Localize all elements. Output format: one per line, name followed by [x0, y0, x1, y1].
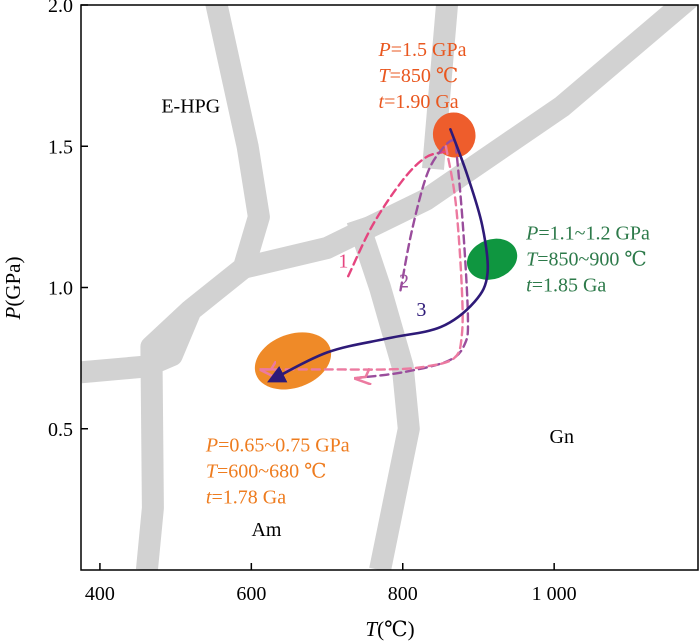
annotation-value: =1.78 Ga	[211, 486, 286, 508]
annotation-value: =0.65~0.75 GPa	[218, 434, 350, 456]
x-tick-label: 400	[85, 583, 115, 605]
field-label: Am	[251, 519, 281, 541]
field-label: E-HPG	[161, 95, 220, 117]
path-labels: 1 23	[338, 251, 426, 321]
annotation-var: P	[378, 39, 391, 61]
boundary-band-3	[135, 302, 199, 570]
path-label-2: 2	[399, 271, 409, 293]
pt-annotation-3: P=0.65~0.75 GPa T=600~680 ℃ t=1.78 Ga	[205, 434, 350, 508]
x-axis-title: T(℃)	[365, 617, 414, 641]
y-tick-label: 1.5	[48, 136, 73, 158]
x-tick-label: 1 000	[532, 583, 577, 605]
pt-path-dashed-lower	[263, 145, 464, 369]
annotation-value: =1.5 GPa	[391, 39, 467, 61]
field-labels: E-HPG Gn Am	[161, 95, 574, 541]
field-label: Gn	[550, 426, 574, 448]
region-retro1	[466, 238, 518, 280]
pt-annotation-1: P=1.5 GPa T=850 ℃ t=1.90 Ga	[378, 39, 467, 113]
y-axis-ticks: 0.5 1.0 1.5 2.0	[48, 0, 88, 441]
path-label-3: 3	[416, 299, 426, 321]
annotation-var: T	[526, 248, 539, 270]
annotation-var: T	[379, 65, 392, 87]
annotation-value: =600~680 ℃	[217, 460, 326, 482]
annotation-var: t	[379, 91, 385, 113]
annotation-value: =1.85 Ga	[532, 274, 607, 296]
pt-paths	[263, 128, 490, 383]
annotation-var: P	[205, 434, 218, 456]
boundary-band-2	[241, 5, 698, 279]
y-tick-label: 0.5	[48, 419, 73, 441]
phase-boundaries	[81, 5, 698, 570]
x-tick-label: 800	[388, 583, 418, 605]
boundary-band-4	[346, 216, 420, 570]
annotation-var: t	[526, 274, 532, 296]
pt-path-3	[267, 128, 490, 383]
annotation-var: P	[525, 222, 538, 244]
annotation-value: =1.90 Ga	[384, 91, 459, 113]
path-label-1: 1	[338, 251, 348, 273]
annotation-value: =1.1~1.2 GPa	[538, 222, 650, 244]
y-tick-label: 1.0	[48, 278, 73, 300]
pt-path-1	[347, 150, 446, 278]
y-axis-title: P(GPa)	[1, 257, 25, 321]
pt-annotation-2: P=1.1~1.2 GPa T=850~900 ℃ t=1.85 Ga	[525, 222, 650, 296]
annotation-var: t	[206, 486, 212, 508]
annotation-value: =850 ℃	[390, 65, 459, 87]
pt-annotations: P=1.5 GPa T=850 ℃ t=1.90 GaP=1.1~1.2 GPa T=…	[205, 39, 650, 509]
y-tick-label: 2.0	[48, 0, 73, 17]
x-axis-ticks: 400 600 800 1 000	[85, 563, 577, 605]
annotation-var: T	[206, 460, 219, 482]
annotation-value: =850~900 ℃	[537, 248, 646, 270]
region-retro2	[254, 332, 332, 390]
x-tick-label: 600	[236, 583, 266, 605]
